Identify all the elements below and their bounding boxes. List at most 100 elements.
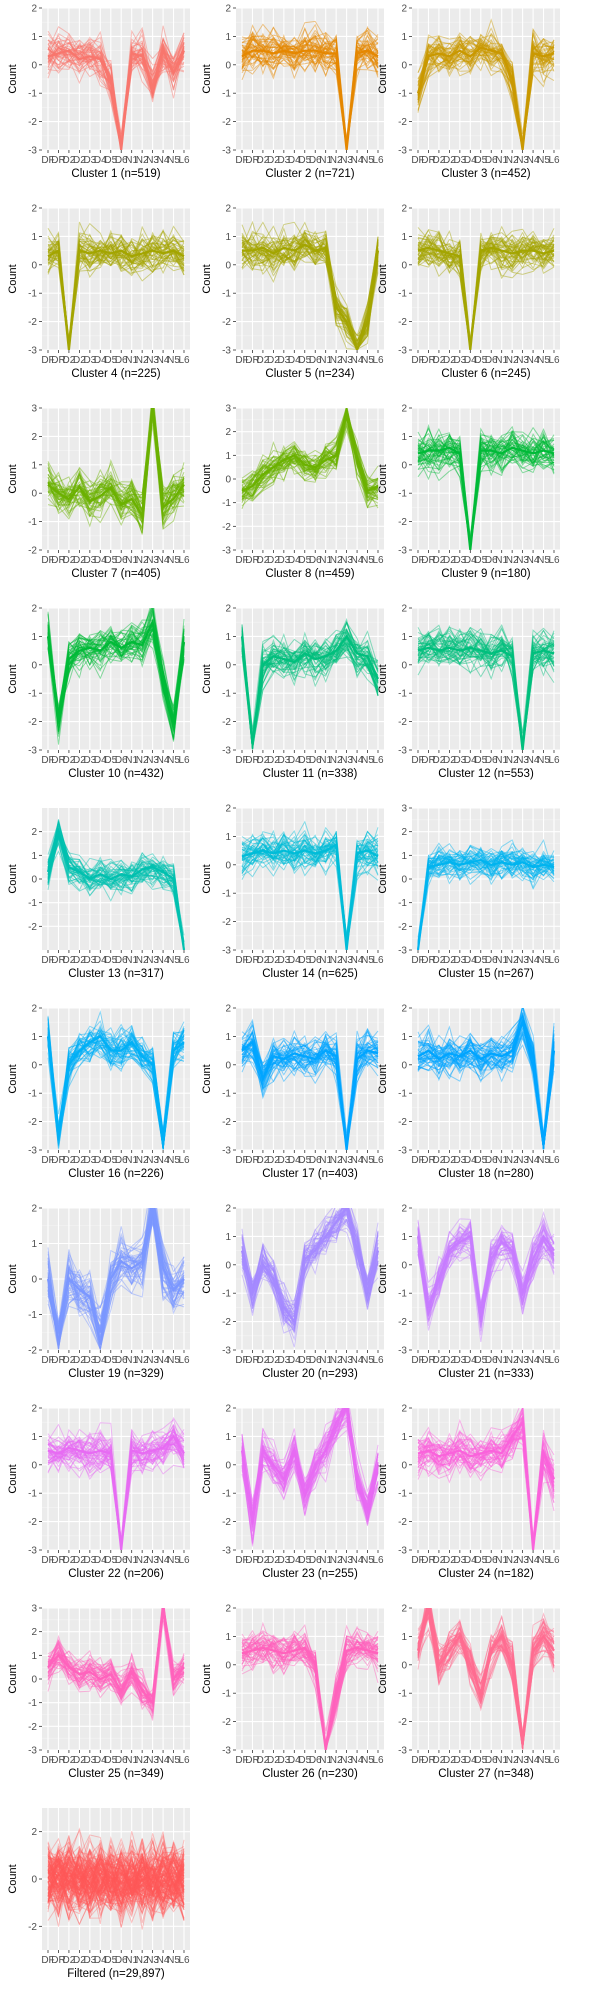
profile-line bbox=[47, 608, 185, 732]
profile-line bbox=[241, 428, 379, 509]
x-tick-label: DR bbox=[51, 155, 65, 166]
profile-line bbox=[241, 417, 378, 496]
profile-line bbox=[47, 1855, 185, 1899]
x-tick-label: N5 bbox=[167, 955, 180, 966]
x-tick-label: N1 bbox=[125, 755, 138, 766]
cluster-mean-line bbox=[417, 446, 555, 550]
y-tick-label: 0 bbox=[31, 660, 37, 671]
profile-line bbox=[417, 231, 555, 350]
profile-line bbox=[47, 1841, 185, 1913]
profile-line bbox=[417, 437, 555, 547]
series-lines bbox=[240, 1408, 380, 1547]
y-tick-label: 1 bbox=[225, 832, 231, 843]
y-tick-label: -3 bbox=[222, 346, 231, 357]
x-tick-label: D5 bbox=[474, 955, 487, 966]
profile-line bbox=[417, 627, 555, 741]
x-tick-label: L6 bbox=[372, 355, 384, 366]
profile-line bbox=[47, 1858, 185, 1919]
x-tick-label: L6 bbox=[548, 355, 560, 366]
profile-line bbox=[241, 232, 379, 337]
x-tick-label: D2 bbox=[267, 1355, 280, 1366]
x-tick-label: L6 bbox=[548, 1755, 560, 1766]
profile-line bbox=[241, 1408, 379, 1544]
y-tick-label: -1 bbox=[222, 1089, 231, 1100]
profile-line bbox=[417, 240, 555, 350]
cluster-panel: 210-1-2-3DFDRD2D2D3D4D5D6N1N2N3N4N5L6Cou… bbox=[377, 1604, 560, 1780]
profile-line bbox=[241, 1039, 379, 1148]
x-tick-label: D6 bbox=[115, 1355, 128, 1366]
x-tick-label: DR bbox=[245, 1755, 259, 1766]
profile-line bbox=[47, 1855, 185, 1921]
x-tick-label: D2 bbox=[267, 155, 280, 166]
profile-line bbox=[47, 1208, 185, 1329]
x-tick-label: L6 bbox=[178, 755, 190, 766]
profile-line bbox=[241, 20, 379, 141]
profile-line bbox=[47, 827, 185, 948]
profile-line bbox=[417, 851, 555, 950]
x-tick-label: D3 bbox=[453, 355, 466, 366]
cluster-panel: 210-1-2-3DFDRD2D2D3D4D5D6N1N2N3N4N5L6Cou… bbox=[201, 4, 384, 180]
profile-line bbox=[241, 621, 379, 742]
y-tick-label: -1 bbox=[222, 889, 231, 900]
cluster-mean-line bbox=[242, 243, 380, 350]
profile-line bbox=[241, 638, 379, 747]
profile-line bbox=[241, 415, 379, 509]
y-tick-label: -1 bbox=[398, 1089, 407, 1100]
profile-line bbox=[47, 1856, 185, 1918]
profile-line bbox=[417, 236, 555, 342]
y-tick-label: -1 bbox=[222, 289, 231, 300]
profile-line bbox=[47, 1854, 185, 1916]
x-tick-label: D6 bbox=[485, 355, 498, 366]
x-tick-label: N2 bbox=[330, 555, 343, 566]
profile-line bbox=[47, 825, 185, 950]
profile-line bbox=[241, 637, 379, 748]
profile-line bbox=[241, 1030, 379, 1150]
profile-line bbox=[47, 1836, 185, 1906]
x-tick-label: D3 bbox=[453, 1155, 466, 1166]
profile-line bbox=[47, 830, 185, 950]
y-tick-label: 1 bbox=[225, 451, 231, 462]
profile-line bbox=[47, 834, 185, 950]
y-tick-label: -3 bbox=[28, 1546, 37, 1557]
x-tick-label: N2 bbox=[506, 555, 519, 566]
profile-line bbox=[47, 1210, 185, 1344]
profile-line bbox=[417, 432, 555, 550]
x-tick-label: N4 bbox=[157, 955, 170, 966]
x-tick-label: N5 bbox=[537, 955, 550, 966]
series-lines bbox=[47, 25, 185, 150]
profile-line bbox=[417, 42, 555, 150]
cluster-mean-line bbox=[46, 618, 186, 722]
x-tick-label: D2 bbox=[63, 1755, 76, 1766]
profile-line bbox=[47, 1838, 185, 1901]
profile-line bbox=[47, 1844, 185, 1915]
profile-line bbox=[47, 1222, 185, 1350]
profile-line bbox=[47, 408, 185, 516]
profile-line bbox=[241, 1633, 379, 1750]
x-tick-label: D4 bbox=[288, 1755, 301, 1766]
profile-line bbox=[47, 1855, 185, 1921]
profile-line bbox=[241, 39, 379, 150]
x-tick-label: D2 bbox=[257, 755, 270, 766]
cluster-title: Cluster 10 (n=432) bbox=[68, 768, 164, 780]
profile-line bbox=[417, 1021, 555, 1148]
x-tick-label: D2 bbox=[63, 155, 76, 166]
y-tick-label: -3 bbox=[222, 1746, 231, 1757]
x-tick-label: N2 bbox=[136, 1755, 149, 1766]
profile-line bbox=[417, 1026, 555, 1150]
x-tick-label: N2 bbox=[506, 755, 519, 766]
profile-line bbox=[241, 235, 379, 345]
y-tick-label: -2 bbox=[28, 1722, 37, 1733]
y-tick-label: 1 bbox=[225, 1232, 231, 1243]
cluster-mean-line bbox=[46, 1034, 185, 1145]
cluster-mean-line bbox=[241, 843, 379, 950]
profile-line bbox=[417, 849, 555, 950]
y-tick-label: -1 bbox=[398, 1689, 407, 1700]
x-tick-label: D5 bbox=[104, 155, 117, 166]
x-tick-label: N1 bbox=[125, 1955, 138, 1966]
profile-line bbox=[47, 1860, 185, 1905]
profile-line bbox=[417, 850, 555, 947]
x-tick-label: D6 bbox=[485, 155, 498, 166]
profile-line bbox=[417, 1633, 555, 1746]
y-tick-label: 0 bbox=[31, 1060, 37, 1071]
profile-line bbox=[47, 1863, 185, 1907]
